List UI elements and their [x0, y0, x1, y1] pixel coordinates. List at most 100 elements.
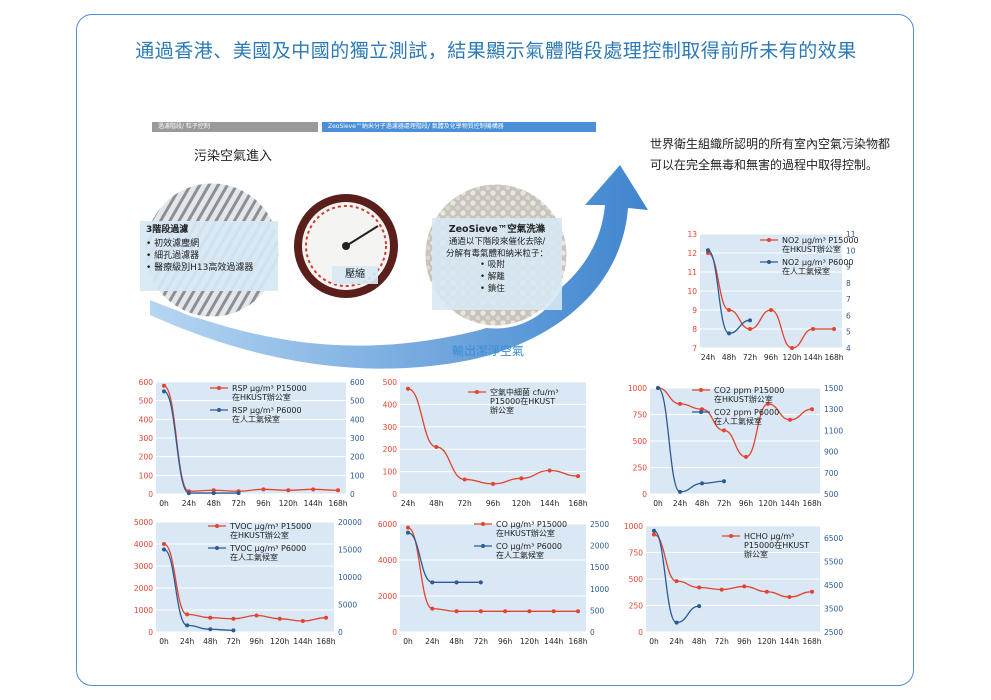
page-title: 通過香港、美國及中國的獨立測試，結果顯示氣體階段處理控制取得前所未有的效果	[135, 40, 857, 62]
stage-bar-gas: ZeoSieve™納米分子過濾器處理階段/ 氣體及化學物質控制機構器	[322, 122, 596, 132]
x-tick: 96h	[739, 499, 754, 508]
x-tick: 168h	[824, 353, 843, 362]
y-tick-left: 300	[383, 423, 398, 432]
chart-co2: 0 250 500 750 1000 500 700 900 1100 1300 1500 0h 24h…	[622, 378, 858, 510]
y-tick-right: 1500	[824, 384, 843, 393]
x-tick: 120h	[279, 499, 298, 508]
y-tick-right: 900	[824, 448, 839, 457]
y-tick-right: 1300	[824, 405, 843, 414]
legend-marker	[481, 522, 485, 526]
legend-label: CO µg/m³ P15000	[496, 520, 567, 529]
legend-label: 空氣中細菌 cfu/m³	[490, 387, 559, 397]
data-point	[478, 609, 483, 614]
data-point	[406, 386, 410, 391]
data-point	[406, 525, 410, 530]
y-tick-right: 4	[846, 344, 851, 353]
legend-label: NO2 µg/m³ P15000	[782, 236, 859, 245]
data-point	[286, 488, 291, 493]
y-tick-left: 100	[139, 471, 154, 480]
legend-label: 在人工氣候室	[782, 266, 830, 276]
data-point	[790, 346, 794, 350]
data-point	[810, 589, 814, 594]
legend-label: CO2 ppm P15000	[714, 386, 784, 395]
x-tick: 0h	[653, 499, 663, 508]
y-tick-right: 20000	[338, 518, 362, 527]
y-tick-left: 250	[629, 602, 644, 611]
data-point	[454, 580, 459, 585]
y-tick-right: 6500	[824, 534, 843, 543]
data-point	[300, 619, 305, 623]
x-tick: 120h	[512, 499, 531, 508]
data-point	[652, 532, 656, 537]
y-tick-left: 4000	[378, 556, 397, 565]
data-point	[700, 481, 704, 486]
x-tick: 96h	[498, 637, 513, 646]
data-point	[208, 627, 213, 632]
y-tick-right: 500	[590, 606, 605, 615]
stage-item: • 醫療級別H13高效過濾器	[146, 263, 254, 273]
series-line	[657, 387, 813, 458]
y-tick-left: 0	[148, 628, 153, 637]
data-point	[185, 612, 190, 617]
x-tick: 24h	[182, 499, 197, 508]
legend-label: 在HKUST辦公室	[714, 394, 773, 404]
x-tick: 144h	[780, 637, 799, 646]
y-tick-left: 2000	[134, 584, 153, 593]
y-tick-right: 1000	[590, 585, 609, 594]
y-tick-left: 200	[139, 453, 154, 462]
legend-label: 在HKUST辦公室	[232, 392, 291, 402]
legend-label: 辦公室	[490, 405, 514, 415]
y-tick-right: 400	[350, 415, 365, 424]
x-tick: 24h	[701, 353, 716, 362]
x-tick: 48h	[449, 637, 464, 646]
x-tick: 72h	[717, 499, 732, 508]
x-tick: 168h	[316, 637, 335, 646]
legend-label: 在HKUST辦公室	[782, 244, 841, 254]
data-point	[491, 481, 495, 486]
chart-rsp: 0 100 200 300 400 500 600 0 100 200 300 400 500 600 0h…	[138, 378, 374, 510]
data-point	[311, 487, 316, 492]
y-tick-right: 100	[350, 471, 365, 480]
data-point	[678, 401, 682, 406]
legend-label: P15000在HKUST	[744, 540, 809, 550]
y-tick-right: 15000	[338, 546, 362, 555]
chart-hcho: 0 250 500 750 1000 2500 3500 4500 5500 6500 0h 24h 4…	[622, 516, 858, 650]
data-point	[231, 628, 236, 633]
y-tick-left: 0	[148, 490, 153, 499]
x-tick: 168h	[328, 499, 347, 508]
legend-label: RSP µg/m³ P15000	[232, 384, 307, 393]
y-tick-left: 2000	[378, 592, 397, 601]
x-tick: 168h	[568, 499, 587, 508]
y-tick-left: 0	[638, 628, 643, 637]
y-tick-left: 10	[687, 287, 697, 296]
y-tick-left: 100	[383, 468, 398, 477]
data-point	[788, 417, 792, 422]
x-tick: 120h	[757, 637, 776, 646]
y-tick-left: 12	[687, 249, 697, 258]
zeosieve-box: ZeoSieve™空氣洗滌 通過以下階段來催化去除/ 分解有毒氣體和納米粒子： …	[432, 218, 562, 310]
x-tick: 96h	[764, 353, 779, 362]
plot-area	[400, 524, 586, 632]
y-tick-left: 4000	[134, 540, 153, 549]
x-tick: 0h	[159, 499, 169, 508]
data-point	[744, 454, 748, 459]
x-tick: 168h	[802, 637, 821, 646]
y-tick-right: 3500	[824, 604, 843, 613]
legend-marker	[217, 408, 221, 412]
y-tick-left: 400	[383, 400, 398, 409]
y-tick-right: 9	[846, 263, 851, 272]
data-point	[162, 547, 166, 552]
data-point	[748, 327, 752, 331]
legend-label: 在人工氣候室	[232, 414, 280, 424]
data-point	[336, 488, 340, 493]
series-line	[163, 548, 234, 631]
x-tick: 120h	[270, 637, 289, 646]
y-tick-right: 2500	[590, 520, 609, 529]
data-point	[261, 487, 266, 492]
x-tick: 24h	[673, 499, 688, 508]
y-tick-right: 2000	[590, 542, 609, 551]
legend-marker	[699, 388, 703, 392]
chart-bacteria: 0 100 200 300 400 500 24h 48h 72h 96h 120h 144h 168h…	[378, 378, 594, 510]
data-point	[766, 401, 770, 406]
x-tick: 120h	[520, 637, 539, 646]
